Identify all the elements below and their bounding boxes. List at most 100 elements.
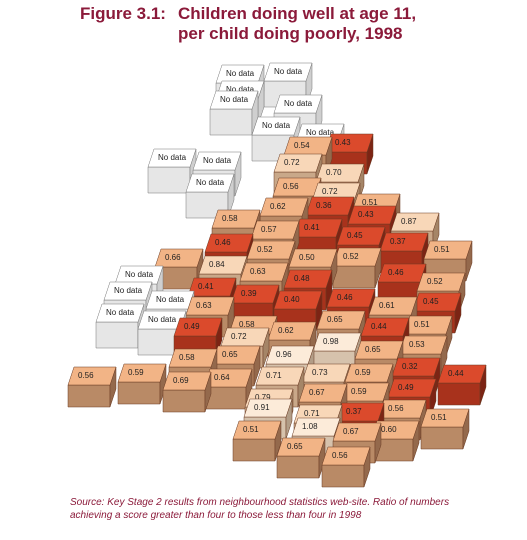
cell-top (185, 296, 235, 316)
cell-label: 0.45 (423, 297, 439, 306)
cell-label: No data (220, 95, 249, 104)
cell: 0.51 (420, 408, 470, 450)
cell-label: 0.32 (402, 362, 418, 371)
cell-top (368, 296, 418, 316)
title-line: Figure 3.1: Children doing well at age 11… (80, 4, 416, 24)
cell-label: 0.44 (371, 322, 387, 331)
cell-front (321, 464, 365, 488)
cell-top (423, 240, 473, 260)
cell-label: 0.72 (322, 187, 338, 196)
cell-top (391, 357, 441, 377)
cell-label: 0.67 (343, 427, 359, 436)
cell-top (321, 446, 371, 466)
cell-label: 0.59 (128, 368, 144, 377)
cell-label: 0.50 (299, 253, 315, 262)
cell-front (95, 321, 139, 349)
cell-label: 0.87 (401, 217, 417, 226)
cell-label: 0.66 (165, 253, 181, 262)
cell-label: 0.58 (179, 353, 195, 362)
cell-label: 0.64 (214, 373, 230, 382)
cell-label: No data (125, 270, 154, 279)
cell-top (209, 90, 259, 110)
title-text: Children doing well at age 11, (178, 4, 417, 23)
cell-label: 0.62 (278, 326, 294, 335)
cell-label: 0.36 (316, 201, 332, 210)
cell-label: 0.71 (304, 409, 320, 418)
cell-top (420, 408, 470, 428)
cell-label: 0.46 (337, 293, 353, 302)
cell-label: 0.52 (257, 245, 273, 254)
cell-top (117, 363, 167, 383)
cell-top (251, 116, 301, 136)
cell-top (273, 290, 323, 310)
cell-label: 0.52 (427, 277, 443, 286)
cell-label: 0.70 (326, 168, 342, 177)
cell-label: No data (148, 315, 177, 324)
title-text: per child doing poorly, 1998 (178, 24, 403, 43)
cell-top (204, 233, 254, 253)
cell-top (390, 212, 440, 232)
cell-label: 0.72 (284, 158, 300, 167)
cell-top (332, 422, 382, 442)
cell-top (416, 272, 466, 292)
cell-top (354, 340, 404, 360)
cell-top (211, 209, 261, 229)
cell-top (298, 383, 348, 403)
cell-top (291, 417, 341, 437)
cell: 0.56 (67, 366, 117, 408)
cell-label: 0.41 (198, 282, 214, 291)
cell-front (332, 265, 376, 289)
cell-top (162, 371, 212, 391)
cell: 0.44 (437, 364, 487, 406)
cell-label: 0.58 (239, 320, 255, 329)
cell-label: 0.40 (284, 295, 300, 304)
cell-top (198, 255, 248, 275)
cell-label: 0.65 (287, 442, 303, 451)
cell-label: No data (158, 153, 187, 162)
cell-top (246, 240, 296, 260)
cell-label: No data (114, 286, 143, 295)
cell-top (379, 232, 429, 252)
cell-label: 0.84 (209, 260, 225, 269)
cell-label: 0.65 (222, 350, 238, 359)
title: Figure 3.1: Children doing well at age 11… (80, 4, 416, 44)
cell-label: No data (226, 85, 255, 94)
cell-top (267, 321, 317, 341)
cell-front (67, 384, 111, 408)
cell-label: 0.52 (343, 252, 359, 261)
cell: 0.52 (332, 247, 382, 289)
cell-label: 0.59 (351, 387, 367, 396)
cell-top (288, 248, 338, 268)
cell-label: No data (156, 295, 185, 304)
cell-top (259, 197, 309, 217)
cell-label: No data (306, 128, 335, 137)
cell-label: 0.65 (327, 315, 343, 324)
cell-label: No data (226, 69, 255, 78)
cell-top (67, 366, 117, 386)
cell: 0.56 (321, 446, 371, 488)
cell-top (315, 163, 365, 183)
cell-front (162, 389, 206, 413)
cell-label: No data (284, 99, 313, 108)
cell: 0.51 (232, 420, 282, 462)
cell-top (168, 348, 218, 368)
cell-top (312, 332, 362, 352)
cell-top (243, 398, 293, 418)
cell-label: 0.56 (332, 451, 348, 460)
cell-label: 0.51 (431, 413, 447, 422)
cell-label: 0.73 (312, 368, 328, 377)
cell-top (276, 437, 326, 457)
cell-label: 0.67 (309, 388, 325, 397)
cell-label: 1.08 (302, 422, 318, 431)
cell-label: 0.69 (173, 376, 189, 385)
cell-front (137, 328, 181, 356)
cell-label: No data (196, 178, 225, 187)
cell-label: No data (274, 67, 303, 76)
cell-top (232, 420, 282, 440)
cell-top (154, 248, 204, 268)
cell: 0.65 (276, 437, 326, 479)
cell-top (273, 153, 323, 173)
cell-top (220, 327, 270, 347)
